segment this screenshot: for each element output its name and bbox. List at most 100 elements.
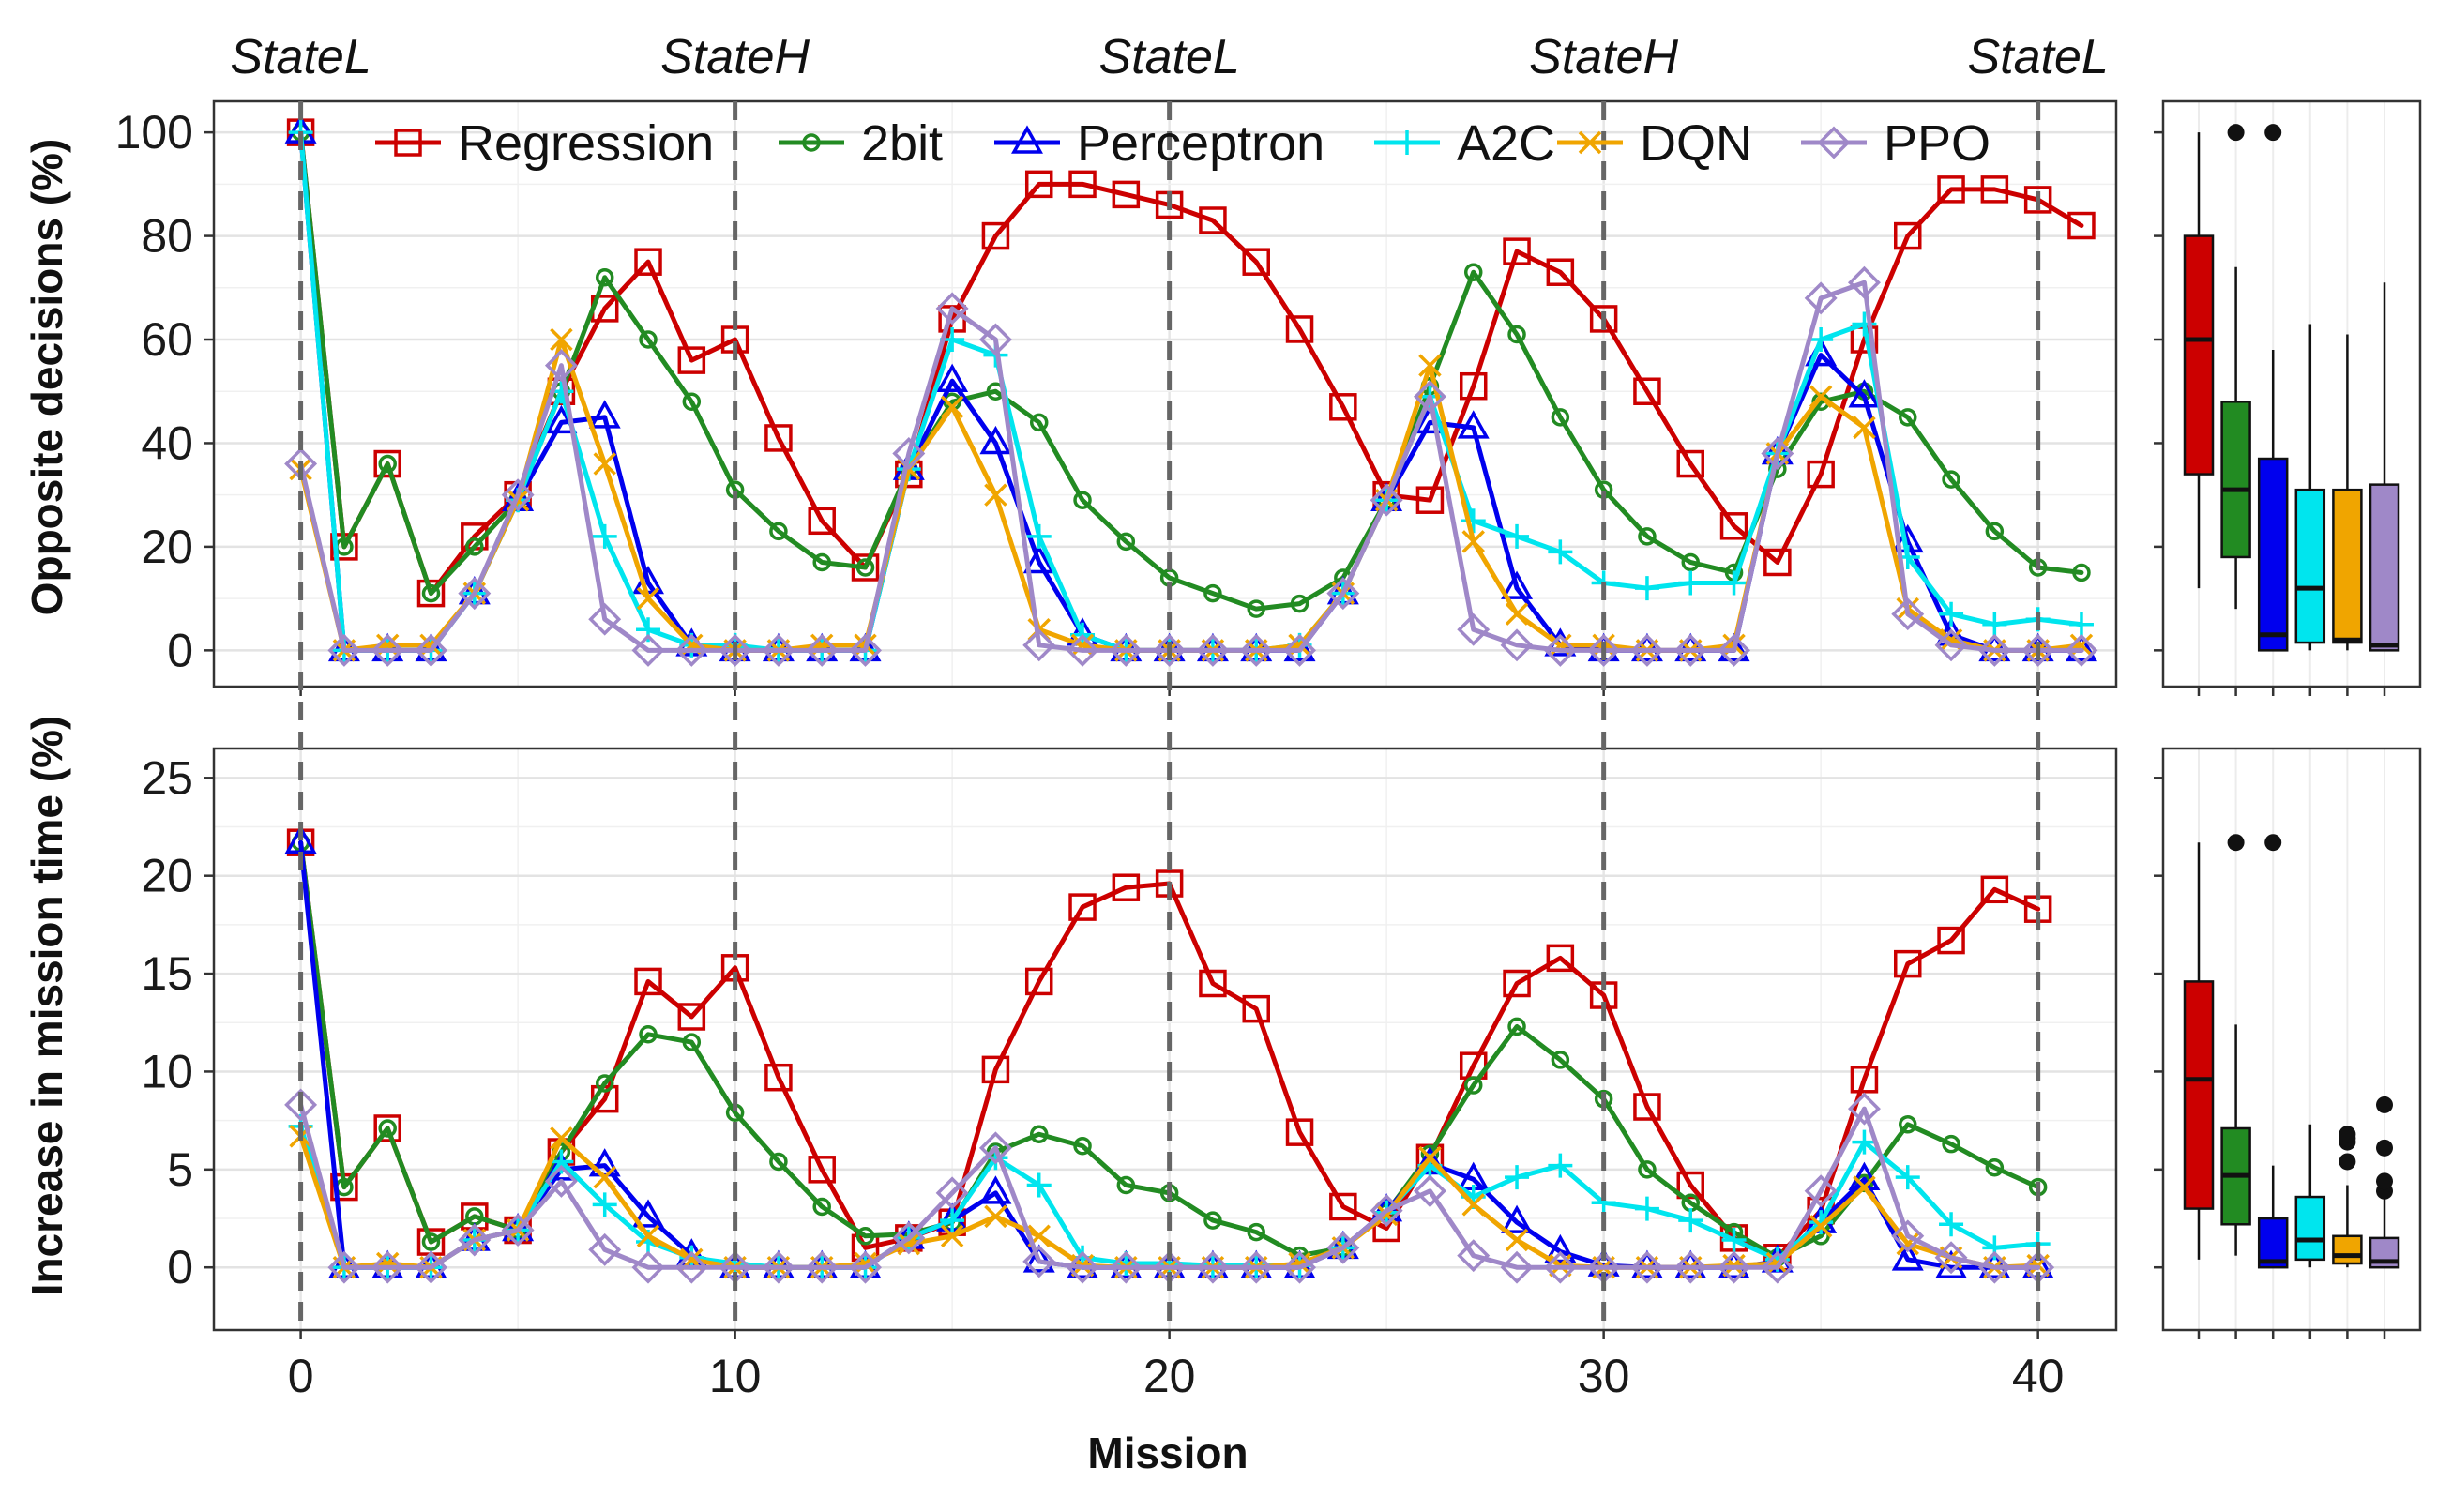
- data-point-a2c: [1548, 1153, 1573, 1178]
- data-point-a2c: [1505, 1165, 1530, 1190]
- data-point-a2c: [1505, 523, 1530, 549]
- plot-frame: [212, 99, 2118, 688]
- data-point-2bit: [769, 522, 788, 541]
- data-point-2bit: [1899, 1115, 1917, 1134]
- legend-item-dqn: DQN: [1557, 115, 1752, 172]
- box-outlier: [2339, 1126, 2356, 1143]
- data-point-2bit: [1985, 522, 2005, 541]
- data-point-2bit: [1899, 408, 1917, 427]
- data-point-a2c: [1982, 612, 2007, 637]
- data-point-regression: [1242, 248, 1270, 276]
- box-iqr: [2257, 457, 2289, 652]
- data-point-ppo: [1977, 1250, 2011, 1284]
- data-point-ppo: [978, 1131, 1012, 1165]
- data-point-ppo: [1022, 1245, 1056, 1278]
- data-point-2bit: [812, 1197, 831, 1217]
- data-point-perceptron: [979, 1175, 1012, 1204]
- y-tick-label: 0: [167, 1241, 193, 1293]
- data-point-2bit: [1985, 1157, 2005, 1177]
- data-point-2bit: [1507, 1017, 1526, 1036]
- data-point-regression: [1850, 1066, 1879, 1094]
- y-axis-title-bottom: Increase in mission time (%): [23, 716, 71, 1296]
- data-point-ppo: [892, 437, 926, 470]
- data-point-ppo: [1370, 483, 1403, 517]
- data-point-perceptron: [1544, 1233, 1577, 1263]
- data-point-regression: [1329, 1192, 1357, 1221]
- data-point-regression: [2023, 186, 2052, 214]
- data-point-a2c: [1982, 1235, 2007, 1261]
- data-point-2bit: [1507, 325, 1526, 344]
- data-point-perceptron: [1848, 379, 1881, 408]
- data-point-ppo: [1804, 1174, 1838, 1208]
- data-point-ppo: [1457, 612, 1491, 646]
- box-perceptron: [2257, 834, 2289, 1269]
- legend-marker: [802, 133, 821, 152]
- data-point-regression: [764, 1063, 793, 1092]
- data-point-ppo: [1413, 1174, 1446, 1208]
- data-point-regression: [1676, 449, 1704, 478]
- data-point-dqn: [1809, 385, 1833, 408]
- series-regression: [286, 118, 2096, 608]
- data-point-ppo: [1196, 633, 1230, 667]
- data-point-a2c: [1026, 1172, 1052, 1198]
- data-point-ppo: [849, 1250, 882, 1284]
- box-dqn: [2332, 334, 2363, 651]
- box-outlier: [2376, 1096, 2393, 1113]
- data-point-ppo: [1718, 1250, 1751, 1284]
- bottom-box-panel: [2154, 747, 2422, 1339]
- overlay: StateL StateH StateL StateH StateLRegression…: [230, 30, 2109, 1330]
- data-point-ppo: [935, 1176, 969, 1210]
- data-point-a2c: [1634, 1196, 1659, 1221]
- y-tick-label: 5: [167, 1143, 193, 1196]
- legend-label: 2bit: [861, 115, 943, 172]
- state-label: StateL: [230, 30, 371, 84]
- data-point-regression: [1589, 305, 1618, 333]
- data-point-ppo: [2021, 633, 2055, 667]
- legend-label: PPO: [1884, 115, 1990, 172]
- legend-item-a2c: A2C: [1374, 115, 1555, 172]
- series-ppo: [284, 265, 2098, 667]
- data-point-dqn: [550, 327, 573, 352]
- data-point-ppo: [544, 349, 578, 383]
- data-point-ppo: [1673, 633, 1707, 667]
- box-iqr: [2332, 488, 2363, 644]
- data-point-perceptron: [1457, 410, 1490, 439]
- data-point-2bit: [378, 1119, 397, 1138]
- x-tick-label: 30: [1578, 1350, 1630, 1402]
- box-iqr: [2369, 483, 2400, 652]
- data-point-regression: [808, 507, 836, 536]
- data-point-regression: [1068, 893, 1097, 921]
- box-a2c: [2294, 324, 2326, 651]
- x-axis-title: Mission: [1087, 1429, 1248, 1477]
- y-tick-label: 60: [141, 313, 193, 366]
- data-point-2bit: [1203, 583, 1222, 603]
- box-ppo: [2369, 1096, 2400, 1269]
- data-point-dqn: [1853, 1175, 1876, 1199]
- data-point-regression: [1937, 175, 1965, 204]
- data-point-regression: [1503, 969, 1531, 998]
- data-point-regression: [634, 248, 662, 276]
- data-point-dqn: [1461, 530, 1485, 553]
- data-point-2bit: [1029, 1125, 1049, 1143]
- data-point-ppo: [1066, 1250, 1099, 1284]
- box-dqn: [2332, 1126, 2363, 1268]
- data-point-ppo: [892, 1221, 926, 1255]
- data-point-2bit: [1942, 470, 1960, 489]
- data-point-ppo: [1804, 281, 1838, 315]
- data-point-ppo: [631, 633, 665, 667]
- data-point-ppo: [1326, 1231, 1360, 1264]
- data-point-ppo: [1326, 577, 1360, 611]
- data-point-ppo: [1847, 1092, 1881, 1126]
- data-point-2bit: [595, 268, 614, 287]
- data-point-regression: [416, 579, 446, 608]
- data-point-ppo: [458, 1223, 492, 1257]
- data-point-dqn: [1461, 1193, 1485, 1217]
- box-outlier: [2376, 1139, 2393, 1157]
- data-point-ppo: [415, 1250, 447, 1284]
- data-point-2bit: [812, 552, 831, 572]
- data-point-ppo: [371, 1250, 404, 1284]
- box-iqr: [2294, 1195, 2326, 1262]
- box-iqr: [2332, 1234, 2363, 1265]
- y-tick-label: 80: [141, 210, 193, 263]
- data-point-regression: [373, 449, 401, 478]
